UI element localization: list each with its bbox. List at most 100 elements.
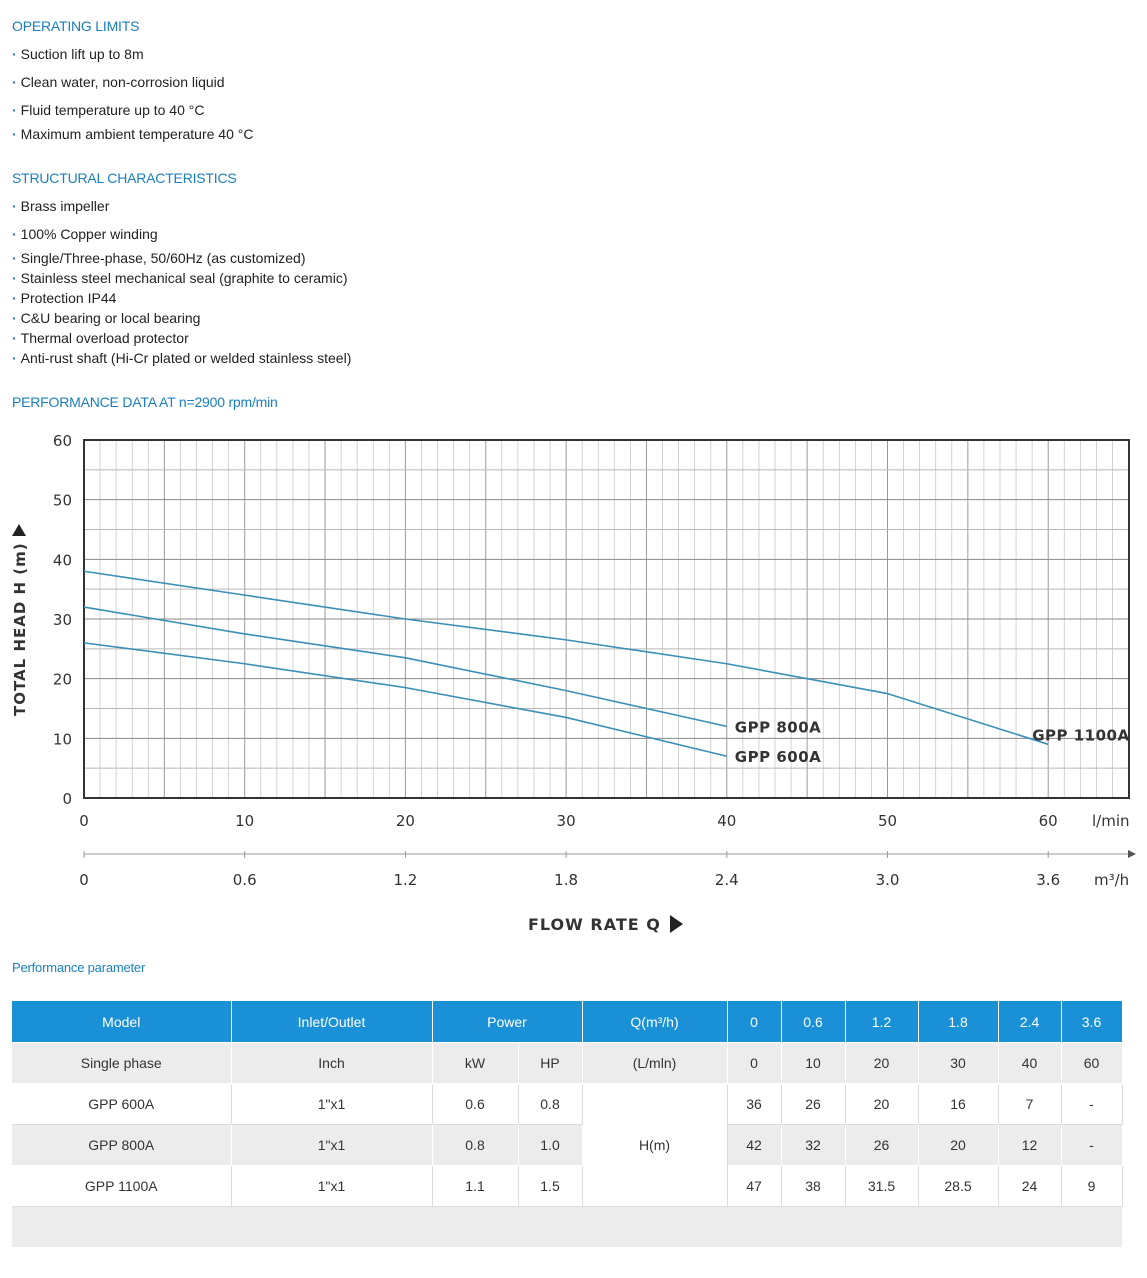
x-tick-label: 30 [557,812,576,830]
cell-hp: 1.5 [518,1165,583,1207]
cell-model: GPP 800A [12,1124,232,1166]
performance-chart: 0 10 20 30 40 50 60 0 10 20 30 40 50 60 0 0.6 1.2 1.8 2.… [11,432,1136,934]
cell-value: - [1061,1124,1123,1166]
performance-table: Model Inlet/Outlet Power Q(m³/h) 0 0.6 1… [12,1001,1123,1247]
x-unit-label: l/min [1092,812,1130,830]
operating-item: Suction lift up to 8m [12,46,144,62]
cell-model: GPP 600A [12,1083,232,1125]
cell-value: 24 [998,1165,1062,1207]
cell-value: - [1061,1083,1123,1125]
structural-item: Anti-rust shaft (Hi-Cr plated or welded … [12,350,352,366]
sub-col: 40 [998,1042,1062,1084]
x2-tick-label: 0.6 [233,871,257,889]
series-line [83,642,727,758]
cell-hlabel: H(m) [582,1083,728,1207]
operating-item: Fluid temperature up to 40 °C [12,102,205,118]
operating-item: Maximum ambient temperature 40 °C [12,126,254,142]
sub-col: 30 [918,1042,999,1084]
cell-kw: 0.6 [432,1083,519,1125]
structural-heading: STRUCTURAL CHARACTERISTICS [12,170,237,186]
x-tick-label: 50 [878,812,897,830]
x-tick-label: 40 [717,812,736,830]
x-axis-label: FLOW RATE Q [528,915,661,934]
sub-col: 60 [1061,1042,1123,1084]
x2-tick-label: 3.0 [876,871,900,889]
cell-value: 9 [1061,1165,1123,1207]
y-tick-label: 20 [53,671,72,689]
y-ticks: 0 10 20 30 40 50 60 [53,432,72,808]
chart-grid [84,440,1130,798]
cell-value: 28.5 [918,1165,999,1207]
x2-tick-label: 3.6 [1036,871,1060,889]
series-label: GPP 800A [735,718,821,736]
y-axis-arrow-icon [12,524,26,536]
x2-tick-label: 0 [79,871,89,889]
performance-heading: PERFORMANCE DATA AT n=2900 rpm/min [12,394,278,410]
sub-hp: HP [518,1042,583,1084]
cell-inlet: 1"x1 [231,1124,433,1166]
cell-value: 7 [998,1083,1062,1125]
cell-value: 36 [727,1083,782,1125]
plot-frame [83,439,1130,799]
table-row: GPP 800A 1"x1 0.8 1.0 42 32 26 20 12 - [12,1124,1123,1166]
x2-tick-label: 1.8 [554,871,578,889]
header-q: Q(m³/h) [582,1001,728,1043]
x2-axis: 0 0.6 1.2 1.8 2.4 3.0 3.6 [79,850,1136,889]
header-col: 0 [727,1001,782,1043]
series-label: GPP 600A [735,748,821,766]
x2-arrow-icon [1128,850,1136,858]
y-tick-label: 30 [53,611,72,629]
y-tick-label: 60 [53,432,72,450]
y-tick-label: 10 [53,730,72,748]
header-inlet: Inlet/Outlet [231,1001,433,1043]
cell-value: 38 [781,1165,846,1207]
cell-model: GPP 1100A [12,1165,232,1207]
cell-value: 26 [845,1124,919,1166]
table-footer-row [12,1206,1122,1247]
cell-value: 20 [918,1124,999,1166]
table-footer [12,1206,1122,1247]
x2-tick-label: 2.4 [715,871,739,889]
header-col: 0.6 [781,1001,846,1043]
structural-item: Stainless steel mechanical seal (graphit… [12,270,348,286]
cell-kw: 0.8 [432,1124,519,1166]
parameter-heading: Performance parameter [12,960,146,975]
series-line [83,570,1049,746]
cell-inlet: 1"x1 [231,1083,433,1125]
structural-item: 100% Copper winding [12,226,158,242]
cell-inlet: 1"x1 [231,1165,433,1207]
table-header-row: Model Inlet/Outlet Power Q(m³/h) 0 0.6 1… [12,1001,1123,1043]
header-col: 1.8 [918,1001,999,1043]
x-axis-arrow-icon [670,915,683,933]
x-tick-label: 0 [79,812,89,830]
cell-kw: 1.1 [432,1165,519,1207]
x2-unit-label: m³/h [1094,871,1129,889]
header-col: 1.2 [845,1001,919,1043]
y-axis-label: TOTAL HEAD H (m) [11,542,29,716]
cell-value: 31.5 [845,1165,919,1207]
cell-value: 12 [998,1124,1062,1166]
y-tick-label: 50 [53,492,72,510]
sub-inlet: Inch [231,1042,433,1084]
cell-value: 20 [845,1083,919,1125]
curves: GPP 600A GPP 800A GPP 1100A [83,570,1129,766]
sub-col: 0 [727,1042,782,1084]
series-label: GPP 1100A [1032,726,1129,744]
x-tick-label: 20 [396,812,415,830]
sub-col: 10 [781,1042,846,1084]
operating-limits-heading: OPERATING LIMITS [12,18,140,34]
table-row: GPP 600A 1"x1 0.6 0.8 H(m) 36 26 20 16 7… [12,1083,1123,1207]
y-tick-label: 0 [62,790,72,808]
structural-item: Single/Three-phase, 50/60Hz (as customiz… [12,250,306,266]
table-row: GPP 1100A 1"x1 1.1 1.5 47 38 31.5 28.5 2… [12,1165,1123,1207]
structural-item: Thermal overload protector [12,330,189,346]
header-col: 2.4 [998,1001,1062,1043]
x2-tick-label: 1.2 [393,871,417,889]
sub-model: Single phase [12,1042,232,1084]
structural-item: Brass impeller [12,198,110,214]
structural-item: Protection IP44 [12,290,117,306]
y-tick-label: 40 [53,551,72,569]
x-ticks: 0 10 20 30 40 50 60 [79,812,1058,830]
structural-item: C&U bearing or local bearing [12,310,201,326]
header-power: Power [432,1001,583,1043]
